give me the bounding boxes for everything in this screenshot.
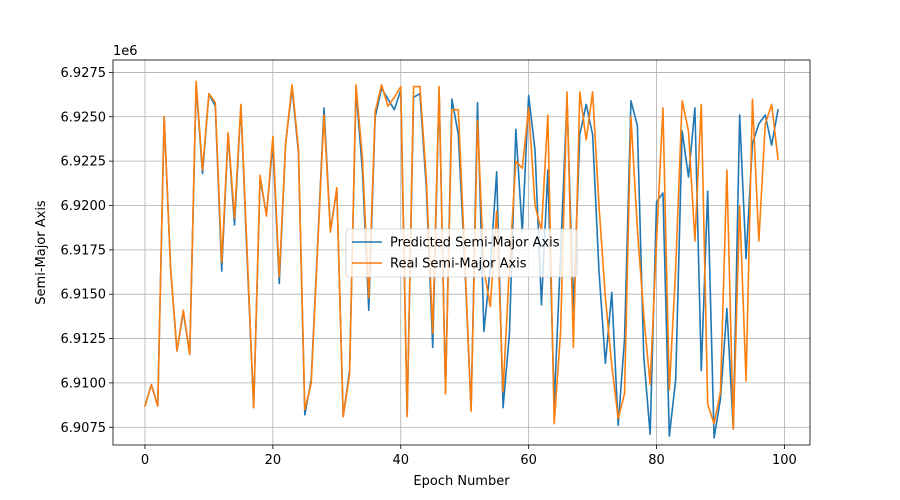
y-tick-label: 6.9150 <box>61 288 107 303</box>
legend-box <box>345 228 578 278</box>
x-tick-label: 20 <box>265 453 282 468</box>
y-tick-label: 6.9100 <box>61 376 107 391</box>
plot-frame <box>112 59 811 446</box>
x-tick-label: 0 <box>141 453 149 468</box>
y-offset-label: 1e6 <box>113 44 138 59</box>
series-lines <box>144 80 779 439</box>
legend: Predicted Semi-Major Axis Real Semi-Majo… <box>345 228 578 278</box>
real-semi-major-axis-line <box>144 80 779 430</box>
y-tick-label: 6.9200 <box>61 199 107 214</box>
axis-ticks: 0 20 40 60 80 100 6.9075 6.9100 6.9125 6.9150 6.91… <box>61 66 797 468</box>
x-tick-label: 60 <box>520 453 537 468</box>
y-tick-label: 6.9250 <box>61 110 107 125</box>
y-axis-label: Semi-Major Axis <box>34 200 49 305</box>
x-tick-label: 80 <box>648 453 665 468</box>
legend-label-real: Real Semi-Major Axis <box>390 257 527 272</box>
y-tick-label: 6.9275 <box>61 66 107 81</box>
legend-label-predicted: Predicted Semi-Major Axis <box>390 236 560 251</box>
y-tick-label: 6.9225 <box>61 155 107 170</box>
y-tick-label: 6.9075 <box>61 421 107 436</box>
y-tick-label: 6.9175 <box>61 243 107 258</box>
x-axis-label: Epoch Number <box>413 474 510 489</box>
x-tick-label: 100 <box>772 453 797 468</box>
y-tick-label: 6.9125 <box>61 332 107 347</box>
x-tick-label: 40 <box>392 453 409 468</box>
